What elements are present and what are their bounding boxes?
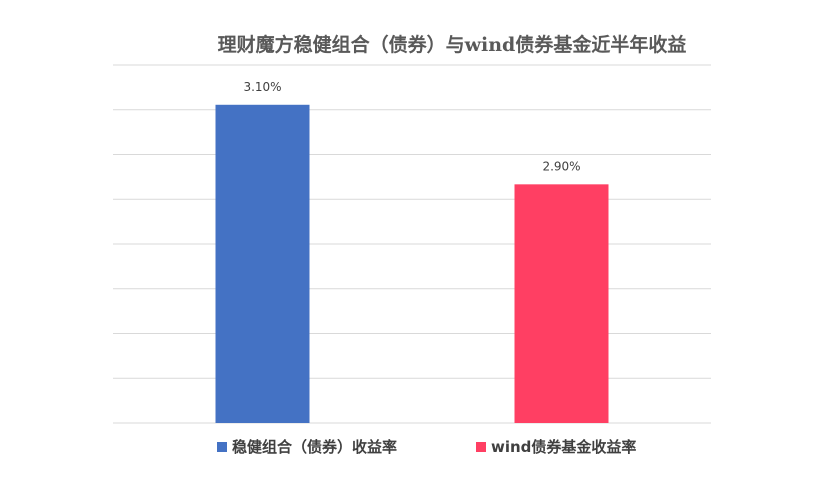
bar-1 — [215, 104, 310, 424]
data-label-1: 3.10% — [243, 80, 281, 94]
chart-title: 理财魔方稳健组合（债券）与wind债券基金近半年收益 — [218, 33, 687, 56]
legend-swatch-1 — [217, 442, 227, 452]
legend-swatch-2 — [476, 442, 486, 452]
data-labels: 3.10% 2.90% — [243, 80, 580, 174]
bars — [215, 104, 609, 424]
gridlines — [113, 64, 711, 424]
legend: 稳健组合（债券）收益率 wind债券基金收益率 — [217, 438, 636, 456]
data-label-2: 2.90% — [542, 159, 580, 173]
bar-2 — [514, 184, 609, 423]
legend-label-2: wind债券基金收益率 — [491, 438, 636, 456]
legend-label-1: 稳健组合（债券）收益率 — [232, 438, 397, 456]
